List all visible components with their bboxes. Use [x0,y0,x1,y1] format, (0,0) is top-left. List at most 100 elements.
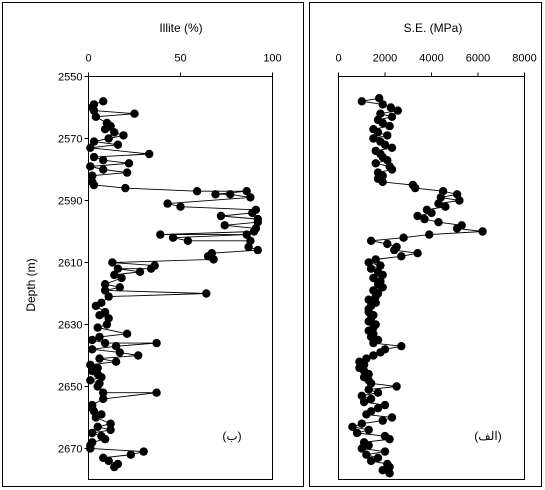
se-data-point [373,404,383,413]
illite-data-point [115,283,125,292]
illite-y-tick-label: 2610 [58,258,82,270]
illite-data-point [100,125,110,134]
illite-data-point [119,131,128,140]
illite-data-point [100,280,110,289]
se-data-point [385,462,394,472]
se-x-ticks: 0 2000 4000 6000 8000 [335,53,537,77]
se-data-point [385,469,394,478]
se-data-point [434,218,443,227]
se-data-point [393,106,402,115]
illite-data-point [104,134,113,143]
right-panel-frame [309,2,542,487]
se-data-point [369,338,378,348]
illite-data-point [91,112,101,122]
illite-data-point [89,152,99,162]
se-data-point [366,394,376,404]
illite-data-point [100,435,110,444]
illite-data-point [226,190,235,199]
se-data-point [413,249,422,258]
se-data-point [399,233,408,242]
illite-data-point [246,193,255,202]
illite-data-point [93,382,102,391]
illite-x-ticks: 0 50 100 [85,53,282,77]
se-data-point [383,131,392,140]
illite-data-point [242,187,251,196]
se-series-line [350,97,483,474]
illite-data-point [211,190,220,199]
se-data-point [434,199,443,208]
se-data-point [352,428,362,438]
se-plot-area [338,76,525,480]
se-data-point [378,118,387,128]
illite-data-point [216,211,226,221]
illite-data-point [88,345,97,354]
se-chart: S.E. (MPa) 0 2000 4000 6000 8000 (الف) [335,21,537,480]
illite-data-point [152,388,161,397]
se-data-point [357,97,366,106]
illite-data-point [130,109,139,118]
se-data-point [390,245,399,255]
se-series [348,94,487,478]
se-data-point [380,447,390,456]
se-data-point [366,264,376,273]
se-data-point [364,441,373,450]
illite-y-tick-label: 2670 [58,444,82,456]
illite-x-tick-label: 0 [85,53,91,65]
se-data-point [359,397,369,407]
illite-data-point [106,425,115,435]
se-data-point [375,94,384,103]
se-data-point [420,214,429,224]
illite-data-point [192,187,202,196]
illite-data-point [126,450,135,459]
illite-series-line [88,100,259,468]
illite-data-point [168,233,178,242]
se-data-point [380,400,390,410]
illite-data-point [111,342,121,351]
se-data-point [369,273,378,283]
se-x-tick-label: 4000 [419,53,443,65]
se-data-point [373,453,383,462]
illite-data-point [95,311,104,320]
illite-chart: Illite (%) 0 50 100 2550 2570 2590 2610 2630 26… [24,21,282,480]
se-data-point [455,196,464,205]
se-data-point [378,416,387,425]
se-data-point [425,230,434,239]
illite-data-point [117,273,126,283]
illite-chart-title: Illite (%) [159,21,202,35]
illite-data-point [88,171,97,180]
illite-data-point [209,255,218,264]
se-data-point [378,283,387,292]
se-data-point [387,165,397,174]
se-x-tick-label: 8000 [512,53,536,65]
illite-data-point [139,447,148,456]
illite-data-point [253,245,262,255]
illite-data-point [104,456,113,466]
se-data-point [386,103,395,112]
se-data-point [364,425,373,435]
se-data-point [411,183,420,193]
se-data-point [441,202,450,211]
illite-x-tick-label: 50 [174,53,186,65]
se-chart-title: S.E. (MPa) [404,21,463,35]
se-data-point [452,224,462,233]
se-data-point [378,466,387,475]
se-x-tick-label: 2000 [373,53,397,65]
illite-data-point [156,230,165,239]
illite-y-tick-label: 2650 [58,382,82,394]
se-data-point [348,422,357,431]
se-data-point [387,112,397,122]
illite-data-point [242,230,251,239]
illite-data-point [202,289,211,298]
illite-data-point [244,242,253,252]
se-data-point [376,348,385,357]
illite-data-point [183,236,193,245]
illite-y-ticks: 2550 2570 2590 2610 2630 2650 2670 [58,72,89,456]
illite-data-point [95,354,104,363]
illite-data-point [145,149,154,159]
illite-data-point [249,227,259,236]
illite-data-point [86,444,95,453]
illite-data-point [102,320,112,329]
illite-data-point [106,419,115,428]
se-data-point [362,450,371,459]
